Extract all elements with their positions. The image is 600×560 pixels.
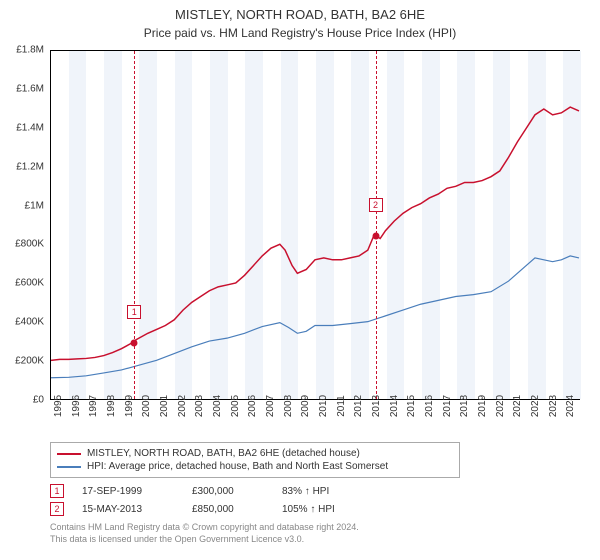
legend: MISTLEY, NORTH ROAD, BATH, BA2 6HE (deta… <box>50 442 460 478</box>
x-tick-label: 2005 <box>230 395 241 417</box>
x-tick-label: 1995 <box>53 395 64 417</box>
x-axis: 1995199619971998199920002001200220032004… <box>50 402 580 442</box>
footer-line: This data is licensed under the Open Gov… <box>50 534 580 546</box>
legend-label: MISTLEY, NORTH ROAD, BATH, BA2 6HE (deta… <box>87 448 360 459</box>
y-tick-label: £600K <box>15 278 44 289</box>
chart-container: MISTLEY, NORTH ROAD, BATH, BA2 6HE Price… <box>0 0 600 560</box>
x-tick-label: 2017 <box>442 395 453 417</box>
y-tick-label: £1M <box>25 200 44 211</box>
y-axis: £0£200K£400K£600K£800K£1M£1.2M£1.4M£1.6M… <box>0 50 48 400</box>
footer: Contains HM Land Registry data © Crown c… <box>50 522 580 545</box>
x-tick-label: 1998 <box>106 395 117 417</box>
x-tick-label: 2012 <box>353 395 364 417</box>
x-tick-label: 2021 <box>512 395 523 417</box>
sale-price: £300,000 <box>192 486 282 497</box>
y-tick-label: £1.8M <box>16 45 44 56</box>
x-tick-label: 1996 <box>71 395 82 417</box>
y-tick-label: £200K <box>15 356 44 367</box>
x-tick-label: 2002 <box>177 395 188 417</box>
x-tick-label: 2013 <box>371 395 382 417</box>
legend-label: HPI: Average price, detached house, Bath… <box>87 461 388 472</box>
x-tick-label: 2014 <box>389 395 400 417</box>
y-tick-label: £400K <box>15 317 44 328</box>
legend-item: HPI: Average price, detached house, Bath… <box>57 460 453 473</box>
x-tick-label: 2006 <box>247 395 258 417</box>
sale-date: 17-SEP-1999 <box>82 486 192 497</box>
legend-swatch <box>57 453 81 455</box>
x-tick-label: 1997 <box>88 395 99 417</box>
footer-line: Contains HM Land Registry data © Crown c… <box>50 522 580 534</box>
x-tick-label: 2020 <box>495 395 506 417</box>
legend-item: MISTLEY, NORTH ROAD, BATH, BA2 6HE (deta… <box>57 447 453 460</box>
chart-subtitle: Price paid vs. HM Land Registry's House … <box>0 24 600 40</box>
line-series <box>51 51 579 399</box>
chart-title: MISTLEY, NORTH ROAD, BATH, BA2 6HE <box>0 0 600 24</box>
x-tick-label: 2015 <box>406 395 417 417</box>
x-tick-label: 2023 <box>548 395 559 417</box>
sale-hpi: 105% ↑ HPI <box>282 504 382 515</box>
sale-hpi: 83% ↑ HPI <box>282 486 382 497</box>
series-price_paid <box>51 107 579 360</box>
y-tick-label: £1.6M <box>16 83 44 94</box>
sale-dashed-line <box>376 51 377 399</box>
x-tick-label: 2008 <box>283 395 294 417</box>
sale-marker-box: 2 <box>369 198 383 212</box>
x-tick-label: 2018 <box>459 395 470 417</box>
y-tick-label: £0 <box>33 395 44 406</box>
sale-marker-icon: 1 <box>50 484 64 498</box>
x-tick-label: 2004 <box>212 395 223 417</box>
x-tick-label: 2000 <box>141 395 152 417</box>
sale-dot <box>131 339 138 346</box>
sale-marker-box: 1 <box>127 305 141 319</box>
sale-marker-icon: 2 <box>50 502 64 516</box>
x-tick-label: 2024 <box>565 395 576 417</box>
x-tick-label: 2009 <box>300 395 311 417</box>
x-tick-label: 1999 <box>124 395 135 417</box>
x-tick-label: 2007 <box>265 395 276 417</box>
x-tick-label: 2011 <box>336 395 347 417</box>
x-tick-label: 2003 <box>194 395 205 417</box>
y-tick-label: £1.4M <box>16 122 44 133</box>
x-tick-label: 2001 <box>159 395 170 417</box>
legend-swatch <box>57 466 81 468</box>
x-tick-label: 2022 <box>530 395 541 417</box>
plot-area: 12 <box>50 50 580 400</box>
y-tick-label: £800K <box>15 239 44 250</box>
sale-price: £850,000 <box>192 504 282 515</box>
x-tick-label: 2019 <box>477 395 488 417</box>
x-tick-label: 2016 <box>424 395 435 417</box>
sale-date: 15-MAY-2013 <box>82 504 192 515</box>
sale-dot <box>372 232 379 239</box>
sale-row: 1 17-SEP-1999 £300,000 83% ↑ HPI <box>50 482 580 500</box>
x-tick-label: 2010 <box>318 395 329 417</box>
sale-row: 2 15-MAY-2013 £850,000 105% ↑ HPI <box>50 500 580 518</box>
y-tick-label: £1.2M <box>16 161 44 172</box>
sale-table: 1 17-SEP-1999 £300,000 83% ↑ HPI 2 15-MA… <box>50 482 580 518</box>
sale-dashed-line <box>134 51 135 399</box>
